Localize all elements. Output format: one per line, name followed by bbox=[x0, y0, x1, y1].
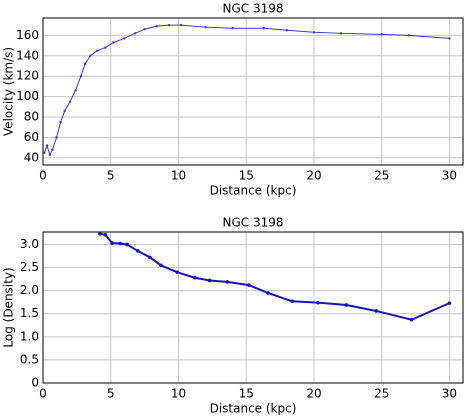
x-tick-label: 0 bbox=[39, 169, 47, 183]
y-tick-label: 120 bbox=[16, 69, 39, 83]
chart-title: NGC 3198 bbox=[222, 216, 283, 230]
data-point bbox=[68, 100, 72, 103]
x-tick-label: 0 bbox=[39, 387, 47, 401]
x-tick-label: 20 bbox=[306, 169, 321, 183]
y-tick-label: 2.0 bbox=[20, 283, 39, 297]
x-tick-label: 20 bbox=[306, 387, 321, 401]
data-point bbox=[148, 255, 152, 260]
x-tick-label: 5 bbox=[107, 387, 115, 401]
x-axis-label: Distance (kpc) bbox=[210, 184, 297, 198]
data-point bbox=[312, 31, 316, 34]
data-point bbox=[98, 232, 102, 236]
chart-title: NGC 3198 bbox=[222, 2, 283, 16]
y-tick-label: 1.0 bbox=[20, 329, 39, 343]
data-point bbox=[123, 37, 126, 40]
data-point bbox=[79, 74, 83, 78]
data-point bbox=[266, 291, 270, 295]
data-point bbox=[95, 49, 99, 52]
data-point bbox=[155, 24, 159, 28]
data-point bbox=[48, 153, 51, 156]
x-axis-label: Distance (kpc) bbox=[210, 402, 297, 416]
data-point bbox=[447, 301, 452, 305]
data-point bbox=[374, 309, 379, 313]
x-tick-label: 25 bbox=[374, 387, 389, 401]
data-point bbox=[262, 27, 266, 30]
data-point bbox=[339, 32, 343, 35]
y-tick-label: 2.5 bbox=[20, 260, 39, 274]
data-point bbox=[43, 151, 46, 154]
data-point bbox=[175, 270, 179, 274]
data-point bbox=[74, 89, 77, 92]
data-point bbox=[344, 303, 349, 307]
plot-frame bbox=[42, 17, 464, 166]
y-tick-label: 0 bbox=[31, 376, 39, 390]
data-point bbox=[125, 242, 129, 247]
data-point bbox=[225, 280, 230, 284]
y-tick-label: 160 bbox=[16, 28, 39, 42]
data-point bbox=[112, 41, 115, 44]
x-tick-label: 15 bbox=[239, 387, 254, 401]
data-point bbox=[103, 232, 108, 237]
data-point bbox=[118, 241, 123, 246]
data-point bbox=[290, 299, 295, 304]
data-point bbox=[409, 317, 414, 322]
x-tick-label: 10 bbox=[171, 387, 186, 401]
data-point bbox=[136, 249, 140, 253]
x-tick-label: 30 bbox=[442, 387, 457, 401]
y-axis-label: Velocity (km/s) bbox=[2, 47, 16, 136]
plot-frame bbox=[42, 231, 464, 384]
y-tick-label: 0.5 bbox=[20, 352, 39, 366]
data-point bbox=[448, 37, 451, 40]
data-point bbox=[104, 46, 107, 49]
y-tick-label: 3.0 bbox=[20, 237, 39, 251]
data-point bbox=[89, 54, 92, 57]
x-tick-label: 5 bbox=[107, 169, 115, 183]
data-point bbox=[59, 120, 62, 124]
data-point bbox=[110, 241, 114, 245]
data-point bbox=[83, 62, 87, 66]
data-line bbox=[43, 24, 450, 157]
data-point bbox=[51, 148, 54, 151]
data-point bbox=[143, 28, 146, 31]
data-point bbox=[159, 263, 163, 268]
y-tick-label: 100 bbox=[16, 89, 39, 103]
y-tick-label: 40 bbox=[24, 150, 39, 164]
data-point bbox=[285, 29, 289, 32]
y-axis-label: Log (Density) bbox=[2, 267, 16, 347]
data-point bbox=[207, 278, 212, 283]
data-point bbox=[192, 275, 197, 280]
data-point bbox=[231, 27, 234, 30]
data-point bbox=[407, 34, 411, 37]
data-point bbox=[133, 32, 137, 35]
data-point bbox=[167, 23, 171, 27]
y-tick-label: 80 bbox=[24, 110, 39, 124]
x-tick-label: 25 bbox=[374, 169, 389, 183]
data-point bbox=[45, 144, 49, 147]
x-tick-label: 30 bbox=[442, 169, 457, 183]
data-line bbox=[99, 232, 450, 321]
data-point bbox=[316, 300, 320, 305]
data-point bbox=[179, 23, 183, 27]
data-point bbox=[63, 109, 66, 113]
x-tick-label: 10 bbox=[171, 169, 186, 183]
y-tick-label: 140 bbox=[16, 48, 39, 62]
x-tick-label: 15 bbox=[239, 169, 254, 183]
data-point bbox=[380, 33, 383, 36]
y-tick-label: 60 bbox=[24, 130, 39, 144]
data-point bbox=[247, 283, 251, 287]
data-point bbox=[204, 25, 207, 29]
y-tick-label: 1.5 bbox=[20, 306, 39, 320]
data-point bbox=[55, 136, 58, 139]
